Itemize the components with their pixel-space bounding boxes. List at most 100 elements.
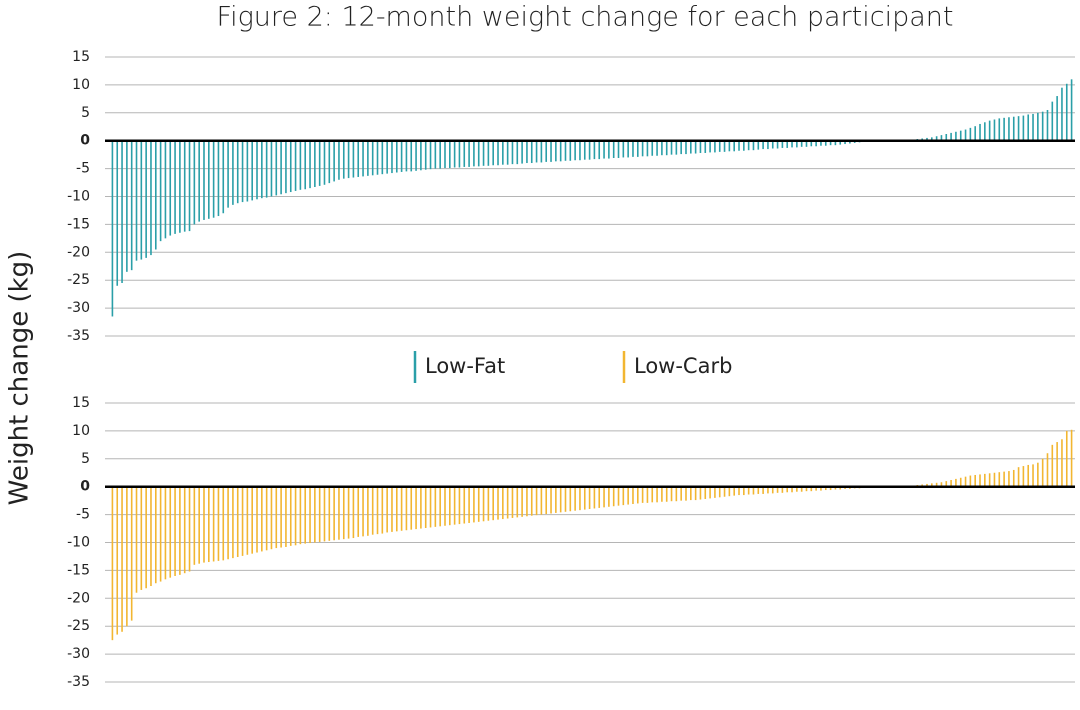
bar — [964, 129, 967, 141]
y-tick-label: -20 — [67, 590, 90, 606]
bar — [135, 140, 138, 261]
bar — [502, 486, 504, 520]
bar — [1022, 466, 1025, 487]
bar — [641, 140, 644, 157]
legend-label: Low-Fat — [425, 354, 505, 378]
bar — [145, 140, 147, 258]
bar — [333, 140, 335, 182]
bar — [579, 140, 581, 161]
bar — [1061, 87, 1063, 141]
bar — [598, 140, 601, 160]
bar — [641, 486, 644, 503]
bar — [1032, 113, 1034, 141]
bar — [299, 486, 302, 545]
bar — [603, 486, 605, 508]
y-tick-label: -20 — [67, 244, 90, 260]
bar — [670, 486, 673, 502]
bar — [694, 486, 697, 501]
bar — [1008, 471, 1010, 487]
bar — [309, 486, 311, 544]
bar — [261, 140, 263, 199]
y-tick-label: 15 — [72, 395, 90, 411]
bar — [318, 486, 321, 542]
bar — [222, 140, 225, 214]
bar — [622, 486, 625, 506]
bar — [449, 140, 451, 169]
bar — [810, 140, 813, 147]
bar — [367, 486, 369, 536]
bar — [820, 140, 822, 146]
bar — [357, 486, 360, 537]
bar — [680, 140, 682, 155]
bar — [323, 140, 326, 185]
bar — [1046, 110, 1049, 141]
bar — [352, 486, 355, 539]
bar — [395, 140, 398, 173]
bar — [487, 140, 490, 166]
bar — [709, 140, 711, 153]
bar — [381, 486, 384, 534]
bar — [646, 486, 649, 503]
bar — [333, 486, 335, 541]
bar — [256, 140, 258, 200]
y-tick-label: -25 — [67, 272, 90, 288]
bar — [376, 486, 379, 535]
bar — [699, 140, 702, 153]
bar — [424, 486, 427, 528]
bar — [781, 486, 784, 493]
bar — [926, 137, 928, 141]
bar — [651, 486, 654, 503]
bar — [1017, 467, 1020, 487]
bar — [342, 140, 345, 179]
bar — [328, 140, 331, 184]
bar — [834, 486, 837, 490]
bar — [593, 140, 596, 160]
bar — [415, 486, 417, 530]
bar — [714, 140, 716, 153]
bar — [940, 482, 943, 487]
bar — [1027, 114, 1030, 141]
bar — [743, 140, 745, 151]
bar — [140, 486, 143, 590]
bar — [608, 486, 610, 507]
bar — [285, 486, 287, 547]
bar — [574, 140, 576, 161]
bar — [179, 140, 181, 233]
bar — [550, 140, 552, 162]
bar — [810, 486, 813, 492]
bar — [121, 140, 123, 283]
bar — [506, 486, 509, 519]
bar — [665, 486, 668, 502]
y-tick-label: -10 — [67, 189, 90, 205]
bar — [434, 140, 437, 169]
bar — [420, 140, 422, 171]
bar — [555, 486, 557, 513]
bar — [974, 126, 976, 141]
bar — [362, 486, 364, 537]
bar — [530, 140, 533, 164]
bar — [617, 486, 620, 506]
bar — [482, 486, 485, 522]
bar — [391, 486, 393, 532]
bar — [1027, 464, 1030, 487]
bar — [453, 140, 456, 168]
bar — [931, 483, 933, 487]
bar — [1041, 458, 1044, 487]
bar — [126, 486, 128, 627]
bar — [839, 486, 842, 490]
bar — [675, 140, 678, 155]
bar — [555, 140, 557, 162]
bar — [482, 140, 485, 166]
bar — [636, 140, 639, 157]
bar — [116, 486, 119, 635]
bar — [246, 140, 249, 202]
bar — [299, 140, 302, 190]
bar — [728, 486, 731, 497]
bar — [530, 486, 533, 516]
bar — [130, 140, 133, 271]
bar — [612, 140, 615, 158]
bar — [275, 140, 278, 196]
bar — [222, 486, 225, 561]
bar — [1012, 116, 1015, 141]
